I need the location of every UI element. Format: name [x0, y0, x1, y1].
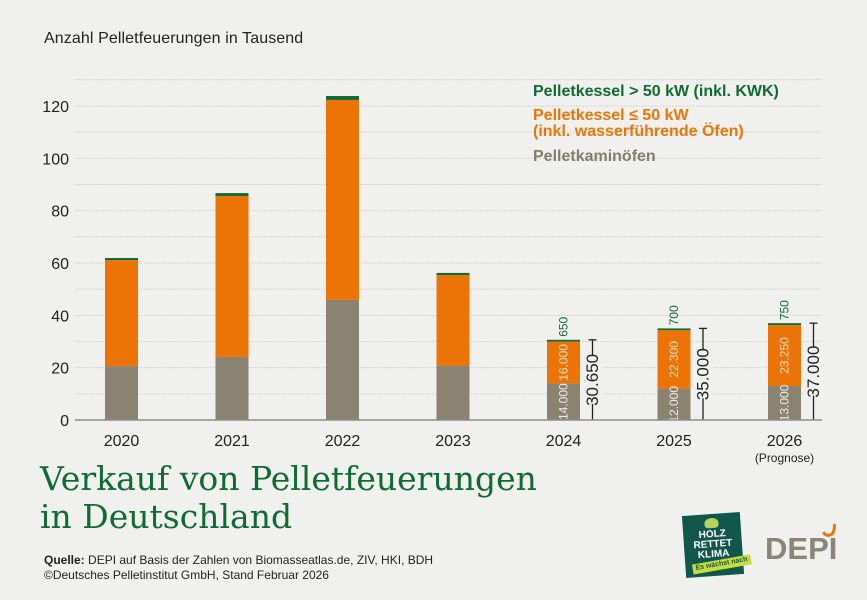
bar-segment-gray: [215, 356, 249, 420]
legend-item-kessel-gt50: Pelletkessel > 50 kW (inkl. KWK): [533, 83, 779, 100]
depi-logo: DEPI: [765, 517, 839, 567]
chart-subtitle: Anzahl Pelletfeuerungen in Tausend: [44, 30, 304, 47]
bar-segment-gray: [105, 366, 138, 420]
data-label-green: 750: [778, 300, 792, 320]
y-tick-label: 80: [51, 204, 69, 221]
data-label-green: 650: [557, 316, 571, 336]
y-tick-label: 100: [42, 151, 69, 168]
bar-segment-gray: [436, 365, 470, 420]
data-label-total: 30.650: [583, 354, 602, 406]
y-tick-label: 20: [51, 361, 69, 378]
y-tick-label: 40: [51, 308, 69, 325]
data-label-orange: 16.000: [557, 344, 571, 381]
bar-segment-gray: [547, 383, 580, 420]
source-note: Quelle: DEPI auf Basis der Zahlen von Bi…: [44, 553, 433, 583]
legend-item-kessel-le50-line1: Pelletkessel ≤ 50 kW: [533, 107, 689, 124]
data-label-green: 700: [667, 305, 681, 325]
stacked-bar-chart: 0 20 40 60 80 100 120 2020 2021 2022 2023 2024 14.00…: [42, 79, 824, 465]
bar-segment-orange: [326, 99, 359, 300]
holz-rettet-klima-logo: HOLZ RETTET KLIMA Es wächst nach: [681, 512, 752, 578]
x-tick-note: (Prognose): [755, 451, 814, 465]
x-tick-label: 2024: [546, 433, 582, 450]
y-tick-label: 0: [60, 413, 69, 430]
bar-segment-green: [657, 328, 691, 331]
bar-segment-gray: [768, 385, 801, 420]
data-label-gray: 14.000: [557, 383, 571, 420]
x-tick-label: 2023: [435, 433, 471, 450]
chart-title: Verkauf von Pelletfeuerungen in Deutschl…: [40, 460, 537, 536]
bar-segment-green: [326, 96, 359, 100]
data-label-total: 35.000: [694, 348, 713, 400]
bar-segment-green: [105, 258, 138, 261]
depi-logo-text: DEPI: [765, 531, 838, 566]
bar-segment-orange: [105, 260, 138, 367]
bar-segment-gray: [326, 299, 359, 420]
x-tick-label: 2021: [214, 433, 250, 450]
bar-segment-green: [547, 339, 580, 342]
data-label-total: 37.000: [804, 346, 823, 398]
legend: Pelletkessel > 50 kW (inkl. KWK) Pelletk…: [533, 84, 779, 165]
total-label-bg: [582, 355, 603, 404]
source-line: Quelle: DEPI auf Basis der Zahlen von Bi…: [44, 553, 433, 568]
data-label-gray: 13.000: [778, 384, 792, 421]
bar-segment-orange: [657, 330, 691, 389]
total-label-bg: [693, 350, 713, 399]
source-text: DEPI auf Basis der Zahlen von Biomasseat…: [84, 553, 434, 567]
source-label: Quelle:: [44, 553, 85, 567]
bar-segment-orange: [436, 275, 470, 366]
bar-segment-green: [436, 272, 470, 276]
data-label-gray: 12.000: [667, 386, 681, 423]
y-tick-label: 120: [42, 99, 69, 116]
x-tick-label: 2025: [656, 433, 692, 450]
bar-segment-orange: [768, 325, 801, 386]
data-label-orange: 22.300: [667, 341, 681, 378]
bar-segment-orange: [547, 341, 580, 384]
copyright-line: ©Deutsches Pelletinstitut GmbH, Stand Fe…: [44, 568, 329, 582]
x-tick-label: 2022: [325, 433, 361, 450]
tree-icon: [704, 517, 719, 529]
bar-segment-gray: [657, 388, 691, 420]
bar-segment-green: [215, 193, 249, 196]
x-tick-label: 2026: [767, 433, 803, 450]
bar-segment-orange: [215, 195, 249, 357]
chart-title-line2: in Deutschland: [40, 497, 293, 536]
bar-segment-green: [768, 323, 801, 326]
y-tick-label: 60: [51, 256, 69, 273]
total-label-bg: [803, 347, 824, 396]
x-tick-label: 2020: [104, 433, 140, 450]
data-label-orange: 23.250: [778, 337, 792, 374]
chart-title-line1: Verkauf von Pelletfeuerungen: [40, 459, 537, 498]
legend-item-kessel-le50: Pelletkessel ≤ 50 kW (inkl. wasserführen…: [533, 108, 779, 140]
legend-item-kaminoefen: Pelletkaminöfen: [533, 148, 656, 165]
legend-item-kessel-le50-line2: (inkl. wasserführende Öfen): [533, 123, 744, 140]
